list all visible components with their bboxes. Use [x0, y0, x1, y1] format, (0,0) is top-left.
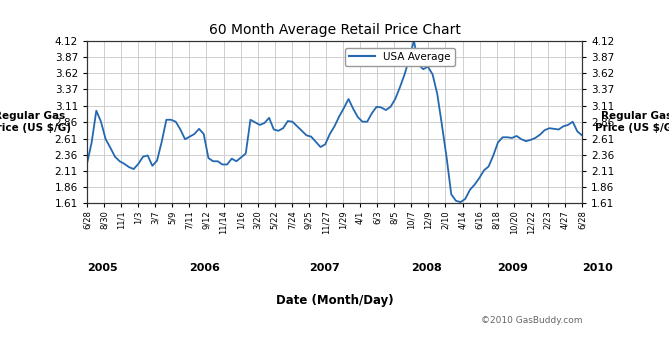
Text: ©2010 GasBuddy.com: ©2010 GasBuddy.com: [480, 316, 582, 325]
Text: 2008: 2008: [411, 263, 442, 273]
Legend: USA Average: USA Average: [345, 47, 455, 66]
Title: 60 Month Average Retail Price Chart: 60 Month Average Retail Price Chart: [209, 23, 460, 37]
Text: 2006: 2006: [189, 263, 220, 273]
Text: 2007: 2007: [309, 263, 340, 273]
Text: Regular Gas
Price (US $/G): Regular Gas Price (US $/G): [595, 111, 669, 133]
Text: 2009: 2009: [496, 263, 528, 273]
Text: 2010: 2010: [582, 263, 613, 273]
Text: Regular Gas
Price (US $/G): Regular Gas Price (US $/G): [0, 111, 71, 133]
Text: Date (Month/Day): Date (Month/Day): [276, 294, 393, 306]
Text: 2005: 2005: [87, 263, 118, 273]
